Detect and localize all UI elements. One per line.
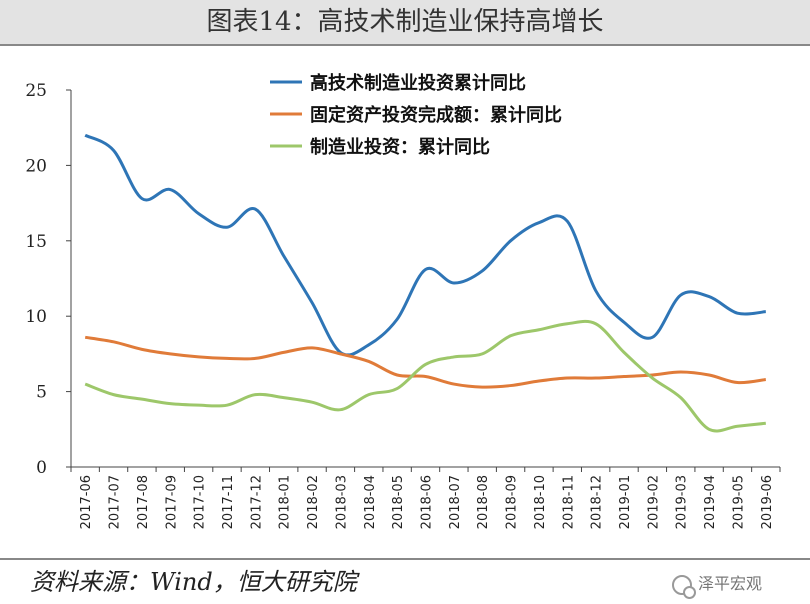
- x-tick-label: 2017-12: [249, 475, 264, 529]
- x-tick-label: 2017-06: [79, 475, 94, 529]
- x-tick-label: 2018-02: [306, 475, 321, 529]
- footer-divider: [0, 558, 810, 560]
- x-tick-label: 2017-10: [193, 475, 208, 529]
- x-tick-label: 2018-06: [420, 475, 435, 529]
- x-tick-label: 2018-11: [561, 475, 576, 529]
- x-tick-label: 2019-02: [646, 475, 661, 529]
- x-tick-label: 2018-12: [590, 475, 605, 529]
- x-axis: 2017-06 2017-07 2017-08 2017-09 2017-10 2017-…: [70, 466, 781, 529]
- series-line-1: [84, 133, 766, 357]
- legend-label: 高技术制造业投资累计同比: [310, 72, 526, 94]
- title-divider: [0, 44, 810, 46]
- y-tick-label: 15: [25, 232, 47, 252]
- x-tick-label: 2019-03: [675, 475, 690, 529]
- x-tick-label: 2018-10: [533, 475, 548, 529]
- y-tick-label: 10: [25, 307, 47, 327]
- x-tick-label: 2019-05: [731, 475, 746, 529]
- series-line-3: [84, 319, 766, 433]
- x-tick-label: 2018-07: [448, 475, 463, 529]
- x-tick-label: 2019-04: [703, 475, 718, 529]
- series-line-2: [84, 335, 767, 389]
- x-tick-label: 2018-01: [278, 475, 293, 529]
- legend-label: 固定资产投资完成额：累计同比: [310, 104, 562, 126]
- x-tick-label: 2019-01: [618, 475, 633, 529]
- x-tick-label: 2017-07: [108, 475, 123, 529]
- x-tick-label: 2017-09: [164, 475, 179, 529]
- x-tick-label: 2018-09: [505, 475, 520, 529]
- x-tick-label: 2018-03: [334, 475, 349, 529]
- x-tick-label: 2018-05: [391, 475, 406, 529]
- watermark-label: 泽平宏观: [698, 574, 763, 593]
- y-tick-label: 5: [36, 383, 47, 403]
- y-tick-label: 0: [36, 458, 47, 478]
- y-tick-label: 25: [25, 81, 47, 101]
- legend-label: 制造业投资：累计同比: [310, 136, 490, 158]
- x-tick-label: 2017-11: [221, 475, 236, 529]
- y-tick-label: 20: [25, 156, 47, 176]
- x-tick-label: 2019-06: [760, 475, 775, 529]
- wechat-icon: [672, 574, 696, 599]
- x-tick-label: 2018-08: [476, 475, 491, 529]
- watermark: 泽平宏观: [672, 570, 763, 599]
- source-note: 资料来源：Wind，恒大研究院: [30, 568, 357, 596]
- series-lines: [84, 133, 767, 433]
- x-tick-label: 2017-08: [136, 475, 151, 529]
- x-tick-label: 2018-04: [363, 475, 378, 529]
- chart-title: 图表14：高技术制造业保持高增长: [0, 0, 810, 44]
- y-axis: 0 5 10 15 20 25: [25, 81, 72, 478]
